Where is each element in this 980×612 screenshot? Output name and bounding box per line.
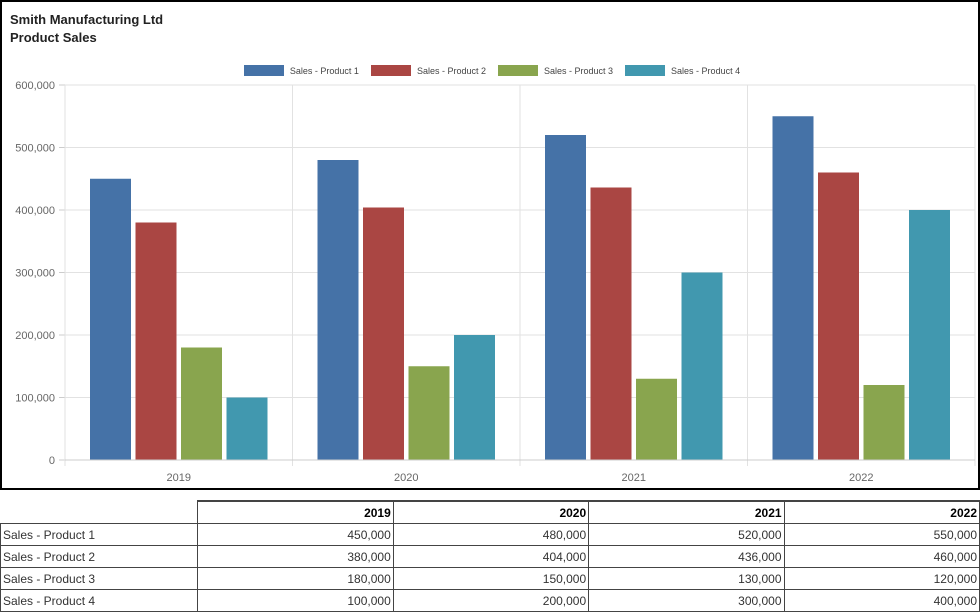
y-tick-label: 600,000 [15, 80, 55, 92]
bar [636, 378, 677, 460]
chart-title: Smith Manufacturing Ltd [10, 12, 164, 27]
row-label: Sales - Product 3 [0, 567, 199, 590]
legend-item[interactable]: Sales - Product 1 [243, 65, 359, 76]
bar [863, 385, 905, 460]
column-header: 2021 [588, 500, 785, 524]
table-cell: 130,000 [588, 567, 785, 590]
table-cell: 520,000 [588, 523, 785, 546]
table-cell: 400,000 [783, 589, 980, 612]
row-label: Sales - Product 1 [0, 523, 199, 546]
table-header-row: 2019 2020 2021 2022 [0, 500, 980, 524]
table-row: Sales - Product 3 180,000 150,000 130,000 12… [0, 567, 980, 590]
bar [135, 222, 177, 460]
y-tick-label: 100,000 [15, 393, 55, 405]
legend: Sales - Product 1 Sales - Product 2 Sales … [2, 65, 980, 76]
column-header: 2020 [392, 500, 590, 524]
bar [772, 116, 814, 460]
bar [317, 160, 359, 460]
bar [545, 135, 586, 460]
legend-swatch [243, 65, 284, 76]
x-tick-label: 2020 [394, 472, 418, 484]
table-cell: 200,000 [392, 589, 590, 612]
table-cell: 436,000 [588, 545, 785, 568]
table-cell: 404,000 [392, 545, 590, 568]
table-cell: 180,000 [197, 567, 394, 590]
y-tick-label: 400,000 [15, 205, 55, 217]
table-cell: 100,000 [197, 589, 394, 612]
bar [454, 335, 495, 460]
bar [590, 187, 632, 460]
legend-label: Sales - Product 1 [289, 65, 359, 76]
bar-plot: 0 100,000 200,000 300,000 400,000 500,000 600,… [15, 80, 976, 484]
bar [681, 272, 723, 460]
table-row: Sales - Product 1 450,000 480,000 520,000 55… [0, 523, 980, 546]
bar [909, 210, 950, 460]
bar [226, 397, 268, 460]
legend-swatch [625, 65, 666, 76]
table-cell: 450,000 [197, 523, 394, 546]
legend-item[interactable]: Sales - Product 4 [625, 65, 740, 76]
y-tick-label: 0 [49, 455, 55, 467]
legend-item[interactable]: Sales - Product 3 [498, 65, 613, 76]
x-tick-label: 2019 [167, 472, 191, 484]
table-cell: 550,000 [783, 523, 980, 546]
column-header: 2019 [197, 500, 394, 524]
legend-item[interactable]: Sales - Product 2 [370, 65, 486, 76]
legend-swatch [370, 65, 411, 76]
data-table: 2019 2020 2021 2022 Sales - Product 1 450,000… [0, 500, 980, 612]
bar [363, 207, 404, 460]
bar [90, 178, 131, 460]
column-header: 2022 [783, 500, 980, 524]
x-tick-label: 2022 [849, 472, 873, 484]
bar [818, 172, 859, 460]
legend-label: Sales - Product 4 [671, 65, 741, 76]
row-label: Sales - Product 2 [0, 545, 199, 568]
header-blank [0, 501, 198, 524]
table-cell: 380,000 [197, 545, 394, 568]
table-cell: 460,000 [783, 545, 980, 568]
bar [181, 347, 222, 460]
table-row: Sales - Product 2 380,000 404,000 436,000 46… [0, 545, 980, 568]
y-tick-label: 500,000 [15, 143, 55, 155]
y-tick-label: 200,000 [15, 330, 55, 342]
legend-label: Sales - Product 3 [544, 65, 614, 76]
table-cell: 150,000 [392, 567, 590, 590]
y-tick-label: 300,000 [15, 268, 55, 280]
row-label: Sales - Product 4 [0, 589, 199, 612]
x-tick-label: 2021 [622, 472, 646, 484]
legend-swatch [498, 65, 538, 76]
legend-label: Sales - Product 2 [416, 65, 486, 76]
table-cell: 480,000 [392, 523, 590, 546]
chart-subtitle: Product Sales [10, 30, 97, 45]
bar [408, 366, 450, 460]
table-cell: 300,000 [588, 589, 785, 612]
table-cell: 120,000 [783, 567, 980, 590]
table-row: Sales - Product 4 100,000 200,000 300,000 40… [0, 589, 980, 612]
